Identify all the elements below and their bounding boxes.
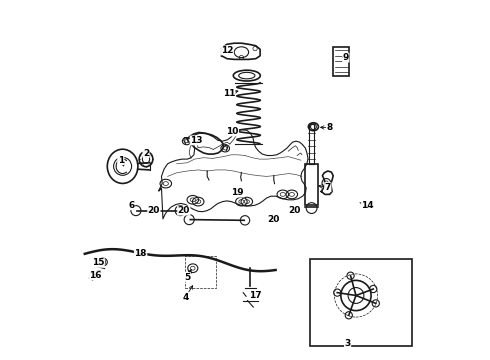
- Text: 12: 12: [221, 46, 233, 55]
- Text: 20: 20: [289, 206, 301, 215]
- Bar: [333, 47, 349, 76]
- Bar: [309, 124, 315, 164]
- Text: 9: 9: [343, 53, 349, 62]
- Text: 14: 14: [361, 201, 374, 210]
- Text: 20: 20: [147, 206, 160, 215]
- Text: 8: 8: [326, 123, 333, 132]
- Bar: [305, 164, 318, 205]
- Text: 7: 7: [324, 183, 331, 192]
- Text: 5: 5: [184, 273, 191, 282]
- Bar: [185, 256, 216, 288]
- Text: 20: 20: [177, 206, 190, 215]
- Text: 18: 18: [134, 249, 147, 258]
- Text: 4: 4: [182, 292, 189, 302]
- Text: 20: 20: [268, 215, 280, 224]
- Text: 2: 2: [143, 149, 149, 158]
- Text: 16: 16: [89, 271, 101, 280]
- Text: 3: 3: [344, 339, 351, 348]
- Text: 1: 1: [118, 156, 124, 165]
- Text: 11: 11: [222, 89, 235, 98]
- Text: 19: 19: [231, 188, 244, 197]
- Text: 10: 10: [226, 127, 239, 136]
- Bar: [310, 259, 413, 346]
- Text: 13: 13: [190, 136, 203, 145]
- Text: 17: 17: [249, 292, 262, 300]
- Text: 15: 15: [92, 258, 104, 267]
- Text: 6: 6: [128, 201, 135, 210]
